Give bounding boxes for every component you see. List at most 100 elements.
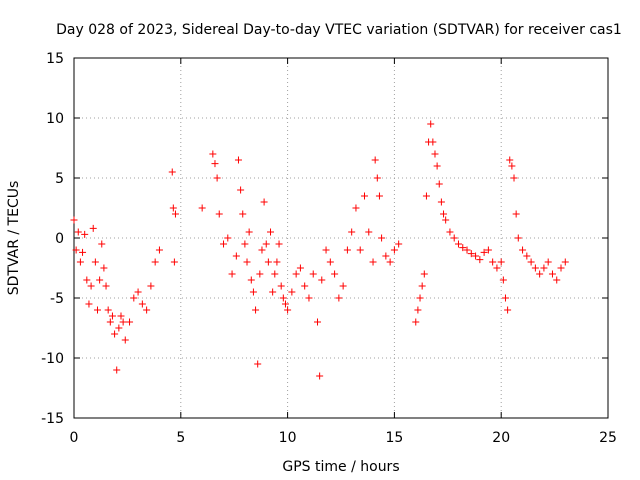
data-point bbox=[254, 360, 262, 368]
data-point bbox=[514, 234, 522, 242]
y-tick-label: -15 bbox=[41, 411, 64, 427]
data-point bbox=[382, 252, 390, 260]
grid bbox=[74, 58, 608, 418]
data-point bbox=[484, 246, 492, 254]
data-point bbox=[422, 192, 430, 200]
data-point bbox=[316, 372, 324, 380]
data-point bbox=[412, 318, 420, 326]
data-point bbox=[117, 312, 125, 320]
y-axis-title: SDTVAR / TECUs bbox=[6, 181, 22, 296]
data-point bbox=[420, 270, 428, 278]
data-point bbox=[79, 248, 87, 256]
data-point bbox=[100, 264, 108, 272]
data-point bbox=[433, 162, 441, 170]
data-point bbox=[506, 156, 514, 164]
data-point bbox=[273, 258, 281, 266]
data-point bbox=[121, 336, 129, 344]
x-tick-label: 10 bbox=[279, 430, 297, 446]
data-point bbox=[309, 270, 317, 278]
data-point bbox=[281, 300, 289, 308]
data-point bbox=[170, 258, 178, 266]
data-point bbox=[418, 282, 426, 290]
data-point bbox=[211, 160, 219, 168]
data-point bbox=[501, 294, 509, 302]
data-point bbox=[472, 252, 480, 260]
data-point bbox=[553, 276, 561, 284]
data-point bbox=[258, 246, 266, 254]
data-point bbox=[450, 234, 458, 242]
data-point bbox=[390, 246, 398, 254]
data-point bbox=[93, 306, 101, 314]
data-point bbox=[356, 246, 364, 254]
data-point bbox=[102, 282, 110, 290]
data-point bbox=[130, 294, 138, 302]
data-point bbox=[171, 210, 179, 218]
y-tick-label: 5 bbox=[55, 171, 64, 187]
data-point bbox=[74, 228, 82, 236]
data-point bbox=[288, 288, 296, 296]
data-point bbox=[427, 120, 435, 128]
data-point bbox=[279, 294, 287, 302]
data-point bbox=[476, 256, 484, 264]
data-point bbox=[70, 216, 78, 224]
data-point bbox=[504, 306, 512, 314]
data-point bbox=[440, 210, 448, 218]
data-point bbox=[459, 244, 467, 252]
data-point bbox=[463, 246, 471, 254]
data-point bbox=[386, 258, 394, 266]
data-point bbox=[371, 156, 379, 164]
data-point bbox=[331, 270, 339, 278]
data-point bbox=[275, 240, 283, 248]
data-point bbox=[98, 240, 106, 248]
data-point bbox=[111, 330, 119, 338]
data-point bbox=[480, 248, 488, 256]
data-point bbox=[232, 252, 240, 260]
data-point bbox=[536, 270, 544, 278]
data-point bbox=[228, 270, 236, 278]
data-point bbox=[369, 258, 377, 266]
data-point bbox=[544, 258, 552, 266]
data-point bbox=[365, 228, 373, 236]
data-point bbox=[245, 228, 253, 236]
x-tick-label: 25 bbox=[599, 430, 617, 446]
data-point bbox=[115, 324, 123, 332]
data-point bbox=[348, 228, 356, 236]
x-tick-label: 15 bbox=[385, 430, 403, 446]
chart-title: Day 028 of 2023, Sidereal Day-to-day VTE… bbox=[56, 22, 622, 38]
data-point bbox=[416, 294, 424, 302]
data-point bbox=[147, 282, 155, 290]
data-point bbox=[89, 224, 97, 232]
data-point bbox=[260, 198, 268, 206]
data-point bbox=[339, 282, 347, 290]
data-point bbox=[83, 276, 91, 284]
data-point bbox=[375, 192, 383, 200]
data-point bbox=[540, 264, 548, 272]
data-point bbox=[499, 276, 507, 284]
data-point bbox=[241, 240, 249, 248]
data-point bbox=[169, 204, 177, 212]
data-point bbox=[322, 246, 330, 254]
data-point bbox=[296, 264, 304, 272]
data-point bbox=[237, 186, 245, 194]
data-point bbox=[209, 150, 217, 158]
data-point bbox=[243, 258, 251, 266]
data-point bbox=[269, 288, 277, 296]
data-point bbox=[378, 234, 386, 242]
data-point bbox=[284, 306, 292, 314]
data-point bbox=[454, 240, 462, 248]
data-point bbox=[81, 230, 89, 238]
data-point bbox=[318, 276, 326, 284]
data-point bbox=[106, 318, 114, 326]
data-point bbox=[442, 216, 450, 224]
data-point bbox=[256, 270, 264, 278]
data-points bbox=[70, 120, 569, 380]
data-point bbox=[91, 258, 99, 266]
y-tick-label: -5 bbox=[50, 291, 64, 307]
data-point bbox=[557, 264, 565, 272]
data-point bbox=[213, 174, 221, 182]
data-point bbox=[508, 162, 516, 170]
data-point bbox=[527, 258, 535, 266]
axis-ticks: 0 5 10 15 20 25 -15 -10 -5 0 5 10 15 bbox=[41, 51, 617, 446]
data-point bbox=[277, 282, 285, 290]
